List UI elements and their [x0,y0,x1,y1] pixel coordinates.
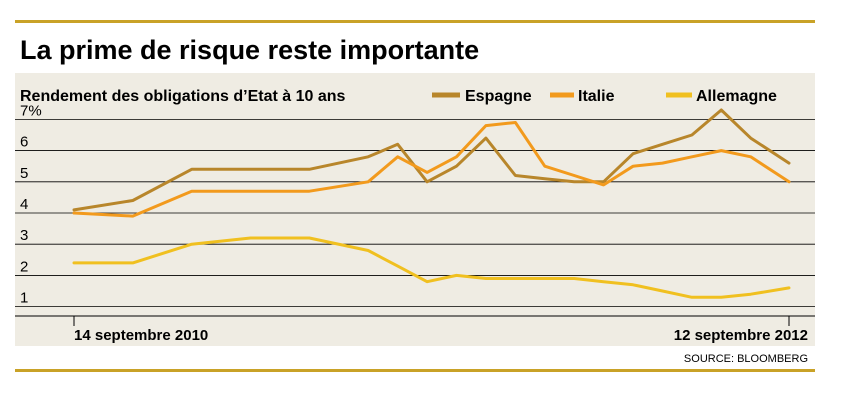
legend-label-allemagne: Allemagne [696,88,777,105]
series-line-italie [72,121,791,218]
source-note: SOURCE: BLOOMBERG [684,353,808,365]
x-label-end: 12 septembre 2012 [674,327,808,344]
y-tick-label: 7% [20,102,42,119]
page-title: La prime de risque reste importante [20,35,479,65]
series-line-allemagne [72,236,791,299]
y-tick-label: 5 [20,165,28,182]
y-tick-label: 2 [20,258,28,275]
gridlines: 1 2 3 4 5 6 7% [15,102,815,317]
top-rule [15,20,815,23]
y-tick-label: 1 [20,290,28,307]
chart-subtitle: Rendement des obligations d’Etat à 10 an… [20,88,346,105]
y-tick-label: 3 [20,227,28,244]
series-lines [72,108,791,299]
legend: Espagne Italie Allemagne [432,88,777,105]
x-label-start: 14 septembre 2010 [74,327,208,344]
series-line-espagne [72,108,791,212]
y-tick-label: 6 [20,134,28,151]
plot-background [15,73,815,346]
y-tick-label: 4 [20,196,28,213]
bottom-rule [15,369,815,372]
legend-label-italie: Italie [578,88,615,105]
legend-label-espagne: Espagne [465,88,532,105]
